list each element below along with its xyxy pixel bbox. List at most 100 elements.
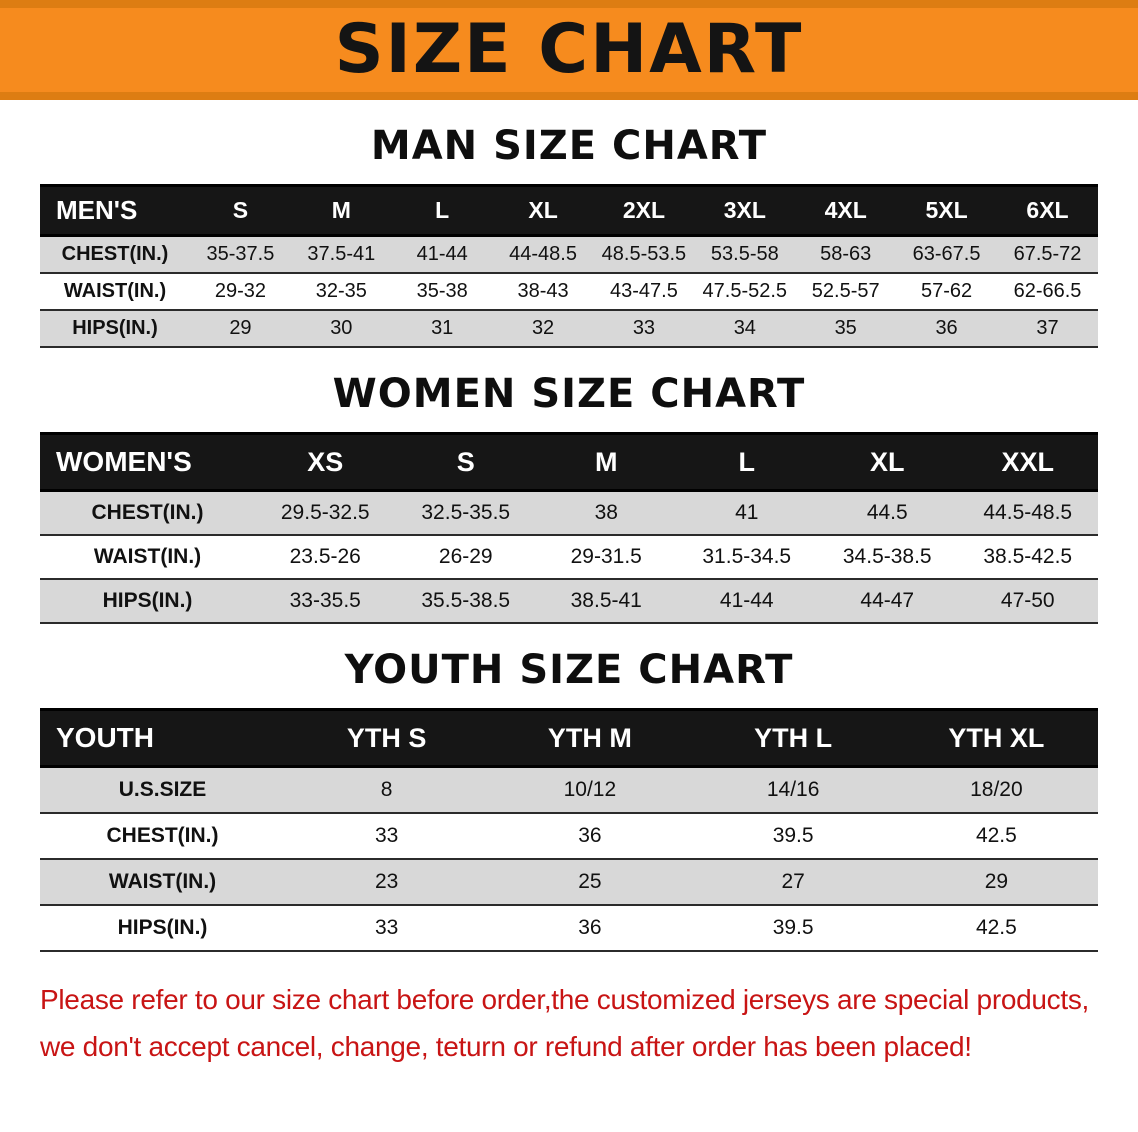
size-column-header: 6XL (997, 184, 1098, 237)
table-corner-label: WOMEN'S (40, 432, 255, 492)
table-row: WAIST(IN.) 23 25 27 29 (40, 859, 1098, 905)
table-header-row: MEN'S S M L XL 2XL 3XL 4XL 5XL 6XL (40, 184, 1098, 237)
row-label: WAIST(IN.) (63, 280, 167, 302)
size-column-header: XL (817, 432, 958, 492)
size-value-cell: 35-37.5 (206, 243, 275, 265)
size-value-cell: 31.5-34.5 (702, 545, 792, 568)
size-value-cell: 10/12 (563, 778, 617, 801)
size-column-header: L (391, 184, 493, 237)
size-column-header: YTH L (691, 708, 895, 768)
size-column-header: L (676, 432, 817, 492)
size-value-cell: 33 (632, 317, 656, 339)
banner-title: SIZE CHART (334, 10, 804, 89)
size-column-header: 3XL (694, 184, 796, 237)
size-column-header: 4XL (795, 184, 897, 237)
size-value-cell: 36 (935, 317, 958, 339)
size-value-cell: 44-47 (860, 589, 915, 612)
table-row: HIPS(IN.) 33-35.5 35.5-38.5 38.5-41 41-44 44-… (40, 579, 1098, 623)
table-row: U.S.SIZE 8 10/12 14/16 18/20 (40, 766, 1098, 813)
table-row: HIPS(IN.) 29 30 31 32 33 34 35 36 37 (40, 310, 1098, 347)
size-value-cell: 57-62 (920, 280, 973, 302)
size-value-cell: 53.5-58 (710, 243, 779, 265)
table-corner-label: MEN'S (40, 184, 190, 237)
size-value-cell: 14/16 (766, 778, 820, 801)
row-label: U.S.SIZE (118, 778, 207, 801)
size-value-cell: 48.5-53.5 (601, 243, 687, 265)
youth-size-table: YOUTH YTH S YTH M YTH L YTH XL U.S.SIZE 8 10/12… (40, 708, 1098, 952)
notice-line-2: we don't accept cancel, change, teturn o… (40, 1031, 972, 1062)
table-row: CHEST(IN.) 29.5-32.5 32.5-35.5 38 41 44.5 44.5… (40, 490, 1098, 535)
size-value-cell: 34 (733, 317, 756, 339)
women-size-section: WOMEN SIZE CHART WOMEN'S XS S M L XL XXL CHEST(… (0, 374, 1138, 624)
size-column-header: XL (492, 184, 594, 237)
size-value-cell: 41 (735, 501, 759, 524)
size-value-cell: 37 (1036, 317, 1059, 339)
men-section-heading: MAN SIZE CHART (370, 123, 768, 169)
size-column-header: XS (255, 432, 396, 492)
size-value-cell: 38 (594, 501, 618, 524)
row-label: HIPS(IN.) (72, 317, 158, 339)
size-column-header: YTH XL (894, 708, 1098, 768)
size-value-cell: 27 (781, 870, 805, 893)
size-value-cell: 47.5-52.5 (702, 280, 788, 302)
size-value-cell: 8 (380, 778, 393, 801)
table-row: WAIST(IN.) 23.5-26 26-29 29-31.5 31.5-34.5 34… (40, 535, 1098, 579)
size-column-header: YTH M (488, 708, 692, 768)
size-column-header: S (395, 432, 536, 492)
table-row: WAIST(IN.) 29-32 32-35 35-38 38-43 43-47.5 47.… (40, 273, 1098, 310)
size-value-cell: 67.5-72 (1013, 243, 1082, 265)
size-value-cell: 29 (984, 870, 1009, 893)
size-value-cell: 18/20 (970, 778, 1023, 801)
size-value-cell: 26-29 (438, 545, 493, 568)
size-value-cell: 52.5-57 (811, 280, 880, 302)
size-value-cell: 35.5-38.5 (421, 589, 511, 612)
size-value-cell: 39.5 (772, 916, 814, 939)
table-row: HIPS(IN.) 33 36 39.5 42.5 (40, 905, 1098, 951)
size-value-cell: 63-67.5 (912, 243, 981, 265)
size-value-cell: 44.5-48.5 (983, 501, 1073, 524)
size-value-cell: 23.5-26 (289, 545, 361, 568)
size-value-cell: 29 (229, 317, 252, 339)
size-value-cell: 33-35.5 (289, 589, 361, 612)
size-value-cell: 38.5-42.5 (983, 545, 1073, 568)
size-value-cell: 36 (578, 916, 602, 939)
row-label: CHEST(IN.) (91, 501, 204, 524)
size-value-cell: 42.5 (975, 916, 1017, 939)
size-value-cell: 62-66.5 (1013, 280, 1082, 302)
men-size-table: MEN'S S M L XL 2XL 3XL 4XL 5XL 6XL CHEST(IN.) 35-37… (40, 184, 1098, 348)
men-size-section: MAN SIZE CHART MEN'S S M L XL 2XL 3XL 4XL 5XL 6XL… (0, 126, 1138, 348)
size-value-cell: 42.5 (975, 824, 1017, 847)
table-row: CHEST(IN.) 35-37.5 37.5-41 41-44 44-48.5 48.5… (40, 235, 1098, 273)
size-value-cell: 34.5-38.5 (842, 545, 932, 568)
size-value-cell: 36 (578, 824, 602, 847)
size-column-header: M (290, 184, 392, 237)
size-value-cell: 32 (531, 317, 555, 339)
size-column-header: S (190, 184, 291, 237)
size-value-cell: 58-63 (820, 243, 872, 265)
size-value-cell: 23 (374, 870, 399, 893)
size-value-cell: 33 (374, 916, 399, 939)
size-value-cell: 30 (330, 317, 353, 339)
size-value-cell: 35 (834, 317, 857, 339)
size-value-cell: 44-48.5 (509, 243, 577, 265)
footer-notice: Please refer to our size chart before or… (40, 982, 1102, 1064)
row-label: HIPS(IN.) (117, 916, 208, 939)
notice-line-1: Please refer to our size chart before or… (40, 984, 1090, 1015)
size-value-cell: 44.5 (866, 501, 908, 524)
size-value-cell: 41-44 (416, 243, 468, 265)
size-value-cell: 29-32 (214, 280, 267, 302)
size-value-cell: 39.5 (772, 824, 814, 847)
size-value-cell: 37.5-41 (307, 243, 376, 265)
size-value-cell: 25 (578, 870, 602, 893)
women-size-table: WOMEN'S XS S M L XL XXL CHEST(IN.) 29.5-32.5 32.5… (40, 432, 1098, 624)
size-column-header: 5XL (896, 184, 997, 237)
row-label: CHEST(IN.) (106, 824, 219, 847)
size-value-cell: 47-50 (1000, 589, 1055, 612)
size-column-header: YTH S (285, 708, 489, 768)
size-value-cell: 38-43 (517, 280, 569, 302)
table-header-row: YOUTH YTH S YTH M YTH L YTH XL (40, 708, 1098, 768)
size-value-cell: 35-38 (416, 280, 468, 302)
size-column-header: M (536, 432, 677, 492)
size-value-cell: 31 (431, 317, 454, 339)
